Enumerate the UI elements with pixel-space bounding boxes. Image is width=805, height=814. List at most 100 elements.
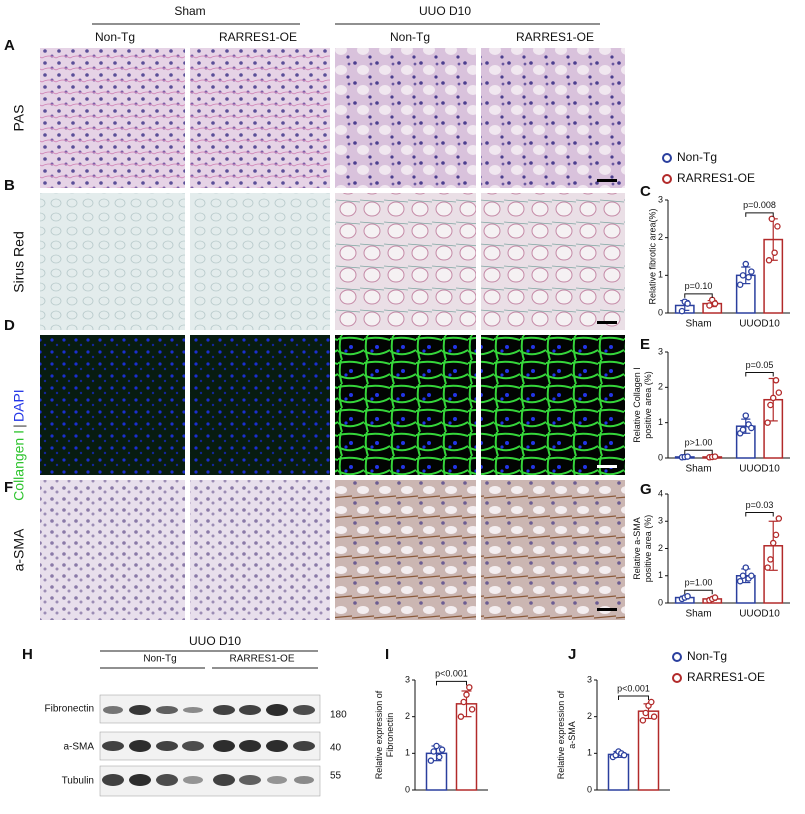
- p-value: p=1.00: [685, 578, 713, 588]
- y-tick-label: 1: [587, 748, 592, 758]
- y-tick-label: 0: [587, 784, 592, 794]
- y-tick-label: 1: [658, 570, 663, 580]
- column-label: RARRES1-OE: [516, 30, 594, 44]
- panel-letter: J: [568, 646, 576, 663]
- data-point: [706, 302, 713, 309]
- data-point: [466, 684, 473, 691]
- y-tick-label: 2: [658, 382, 663, 392]
- y-axis-label: Relative fibrotic area(%): [647, 208, 657, 304]
- panel-letter: E: [640, 336, 650, 353]
- data-point: [742, 564, 750, 571]
- row-label-group: Collangen I | DAPI: [11, 389, 27, 501]
- image: [190, 480, 330, 620]
- image: [190, 193, 330, 330]
- significance-bracket: [684, 589, 713, 595]
- data-point: [774, 223, 781, 230]
- legend-label: Non-Tg: [687, 649, 727, 663]
- image: [481, 48, 625, 188]
- data-point: [468, 706, 476, 713]
- significance-bracket: [684, 293, 713, 298]
- data-point: [736, 577, 744, 585]
- y-axis-label: Relative expression of: [374, 690, 384, 779]
- panel-letter: A: [4, 37, 15, 54]
- data-point: [711, 594, 719, 601]
- data-point: [457, 713, 465, 720]
- y-tick-label: 0: [658, 307, 663, 317]
- micrographs: [40, 48, 625, 620]
- panel-letter: G: [640, 481, 652, 498]
- data-point: [769, 539, 777, 547]
- p-value: p=0.10: [685, 281, 713, 291]
- y-tick-label: 2: [587, 711, 592, 721]
- panel-letter: D: [4, 317, 15, 334]
- image: [481, 193, 625, 330]
- image: [481, 480, 625, 620]
- image: [40, 48, 185, 188]
- x-tick-label: UUOD10: [739, 319, 780, 330]
- significance-bracket: [618, 695, 649, 700]
- y-tick-label: 2: [405, 711, 410, 721]
- column-label: RARRES1-OE: [219, 30, 297, 44]
- y-axis-label: Relative a-SMA: [632, 517, 642, 580]
- data-point: [463, 691, 470, 698]
- blot-row: a-SMA: [63, 742, 94, 753]
- y-tick-label: 4: [658, 488, 663, 498]
- data-point: [427, 757, 435, 764]
- data-point: [769, 394, 777, 402]
- data-point: [684, 300, 691, 307]
- x-tick-label: UUOD10: [739, 464, 780, 475]
- y-tick-label: 1: [405, 748, 410, 758]
- data-point: [639, 717, 647, 724]
- x-tick-label: Sham: [685, 464, 711, 475]
- legend-label: RARRES1-OE: [677, 171, 755, 185]
- scale-bar: [597, 321, 617, 324]
- image: [40, 480, 185, 620]
- y-tick-label: 3: [658, 194, 663, 204]
- data-point: [764, 419, 771, 426]
- group-label: Sham: [174, 4, 205, 18]
- column-label: Non-Tg: [95, 30, 135, 44]
- y-tick-label: 1: [658, 270, 663, 280]
- significance-bracket: [745, 372, 774, 377]
- image: [335, 48, 476, 188]
- blot-image: [99, 694, 321, 797]
- x-tick-label: UUOD10: [739, 609, 780, 620]
- p-value: p=0.03: [746, 500, 774, 510]
- data-point: [768, 215, 776, 223]
- data-point: [739, 426, 747, 433]
- legend-label: RARRES1-OE: [687, 670, 765, 684]
- data-point: [767, 401, 774, 409]
- data-point: [648, 698, 655, 706]
- image: [40, 193, 185, 330]
- y-axis-label: positive area (%): [643, 371, 653, 439]
- scale-bar: [597, 179, 617, 182]
- separator: |: [11, 424, 27, 428]
- blot-group: RARRES1-OE: [229, 654, 294, 665]
- data-point: [742, 260, 750, 268]
- data-point: [620, 751, 628, 759]
- x-tick-label: Sham: [685, 319, 711, 330]
- data-point: [739, 572, 747, 580]
- row-label: PAS: [11, 105, 27, 132]
- y-axis-label: positive area (%): [643, 515, 653, 583]
- row-label: Collangen I: [11, 430, 27, 501]
- data-point: [745, 273, 752, 281]
- blot-group: Non-Tg: [143, 654, 176, 665]
- scale-bar: [597, 608, 617, 611]
- data-point: [748, 572, 755, 580]
- data-point: [775, 515, 783, 522]
- data-point: [430, 748, 437, 755]
- blot-title: UUO D10: [189, 634, 241, 648]
- data-point: [711, 300, 719, 307]
- significance-bracket: [436, 680, 467, 686]
- data-point: [748, 268, 755, 275]
- image: [335, 193, 476, 330]
- y-axis-label: a-SMA: [567, 721, 577, 749]
- image: [335, 335, 476, 475]
- mw: 55: [330, 771, 342, 782]
- column-label: Non-Tg: [390, 30, 430, 44]
- image: [190, 48, 330, 188]
- row-label: DAPI: [11, 389, 27, 422]
- image: [335, 480, 476, 620]
